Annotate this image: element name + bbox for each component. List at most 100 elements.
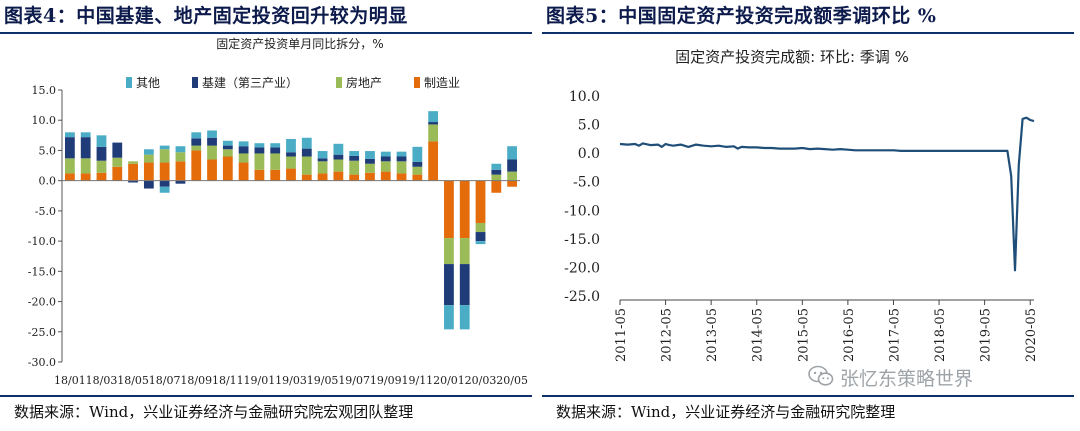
- bar-segment: [222, 145, 233, 150]
- y-tick-label: -25.0: [564, 289, 600, 305]
- bar-segment: [238, 162, 249, 181]
- y-tick-label: -20.0: [28, 296, 56, 309]
- bar-segment: [396, 173, 407, 181]
- bar-segment: [444, 264, 454, 306]
- bar-segment: [96, 135, 107, 147]
- figure-4-bottom-rule: [0, 395, 532, 397]
- bar-segment: [333, 154, 344, 160]
- bar-segment: [286, 156, 296, 169]
- bar-segment: [128, 163, 138, 181]
- bar-segment: [475, 232, 486, 242]
- bar-segment: [444, 180, 454, 239]
- bar-segment: [491, 163, 502, 170]
- bar-segment: [80, 137, 91, 159]
- bar-segment: [349, 155, 360, 161]
- x-tick-label: 2015-05: [796, 308, 811, 362]
- bar-segment: [507, 159, 517, 172]
- bar-segment: [412, 146, 423, 162]
- bar-segment: [507, 171, 517, 181]
- bar-segment: [143, 149, 154, 155]
- bar-segment: [317, 173, 328, 181]
- bar-segment: [254, 169, 265, 181]
- bar-segment: [286, 168, 296, 181]
- chart-title: 固定资产投资单月同比拆分，%: [216, 36, 383, 51]
- bar-segment: [475, 222, 486, 233]
- bar-segment: [349, 151, 360, 156]
- bar-segment: [507, 146, 517, 160]
- figure-4-panel: 图表4：中国基建、地产固定投资回升较为明显 固定资产投资单月同比拆分，% 其他 基建…: [0, 0, 538, 431]
- bar-segment: [175, 152, 186, 162]
- bar-segment: [317, 161, 328, 174]
- bar-segment: [428, 122, 439, 125]
- bar-segment: [333, 159, 344, 172]
- bar-segment: [159, 145, 170, 150]
- bar-segment: [270, 169, 281, 181]
- bar-segment: [475, 241, 486, 245]
- bar-segment: [191, 150, 202, 181]
- x-tick-label: 19/09: [370, 374, 402, 387]
- bar-segment: [207, 145, 217, 160]
- legend-swatch: [126, 77, 132, 88]
- bar-segment: [491, 180, 502, 193]
- bar-segment: [96, 160, 107, 173]
- bar-segment: [301, 156, 312, 175]
- legend-swatch: [414, 77, 420, 88]
- x-tick-label: 2018-05: [933, 308, 948, 362]
- bar-segment: [270, 153, 281, 170]
- bar-segment: [396, 156, 407, 162]
- x-tick-label: 20/03: [465, 374, 497, 387]
- bar-segment: [365, 163, 375, 173]
- bar-segment: [396, 161, 407, 174]
- bar-segment: [207, 130, 217, 138]
- bar-segment: [428, 111, 439, 123]
- x-tick-label: 20/01: [433, 374, 465, 387]
- figure-5-source: 数据来源：Wind，兴业证券经济与金融研究院整理: [556, 403, 896, 421]
- bar-segment: [301, 137, 312, 149]
- bar-segment: [80, 173, 91, 181]
- bar-segment: [222, 149, 233, 157]
- bar-segment: [475, 180, 486, 223]
- bar-segment: [222, 156, 233, 181]
- x-tick-label: 2013-05: [705, 308, 720, 362]
- bar-segment: [365, 158, 375, 164]
- bar-segment: [191, 145, 202, 151]
- bar-segment: [444, 238, 454, 265]
- y-tick-label: -30.0: [28, 356, 56, 369]
- y-tick-label: -5.0: [35, 205, 56, 218]
- bar-segment: [128, 180, 138, 183]
- bar-segment: [254, 143, 265, 148]
- bar-segment: [175, 161, 186, 181]
- y-tick-label: -20.0: [564, 260, 600, 276]
- bar-segment: [191, 132, 202, 139]
- bar-segment: [143, 180, 154, 189]
- x-tick-label: 18/05: [117, 374, 149, 387]
- bar-segment: [96, 172, 107, 181]
- bar-segment: [380, 156, 391, 162]
- bar-segment: [207, 137, 217, 146]
- bar-segment: [65, 132, 75, 138]
- figure-5-panel: 图表5：中国固定资产投资完成额季调环比 % 固定资产投资完成额: 环比: 季调 …: [542, 0, 1080, 431]
- bar-segment: [159, 180, 170, 187]
- bar-segment: [507, 180, 517, 187]
- bar-segment: [80, 158, 91, 174]
- legend-swatch: [192, 77, 198, 88]
- bar-segment: [428, 124, 439, 142]
- bar-segment: [412, 166, 423, 175]
- figure-5-title: 图表5：中国固定资产投资完成额季调环比 %: [546, 5, 937, 27]
- legend-label: 其他: [136, 76, 160, 90]
- y-tick-label: 5.0: [39, 144, 57, 157]
- bar-segment: [159, 162, 170, 181]
- wechat-icon: [808, 365, 834, 391]
- bar-segment: [207, 159, 217, 181]
- bar-segment: [143, 162, 154, 181]
- bar-segment: [333, 171, 344, 181]
- bar-segment: [65, 158, 75, 174]
- figure-5-bottom-rule: [542, 395, 1074, 397]
- x-tick-label: 19/03: [275, 374, 307, 387]
- x-tick-label: 20/05: [496, 374, 528, 387]
- y-tick-label: -10.0: [564, 203, 600, 219]
- bar-segment: [317, 158, 328, 162]
- bar-segment: [286, 138, 296, 153]
- bar-segment: [365, 151, 375, 159]
- bar-segment: [112, 142, 123, 158]
